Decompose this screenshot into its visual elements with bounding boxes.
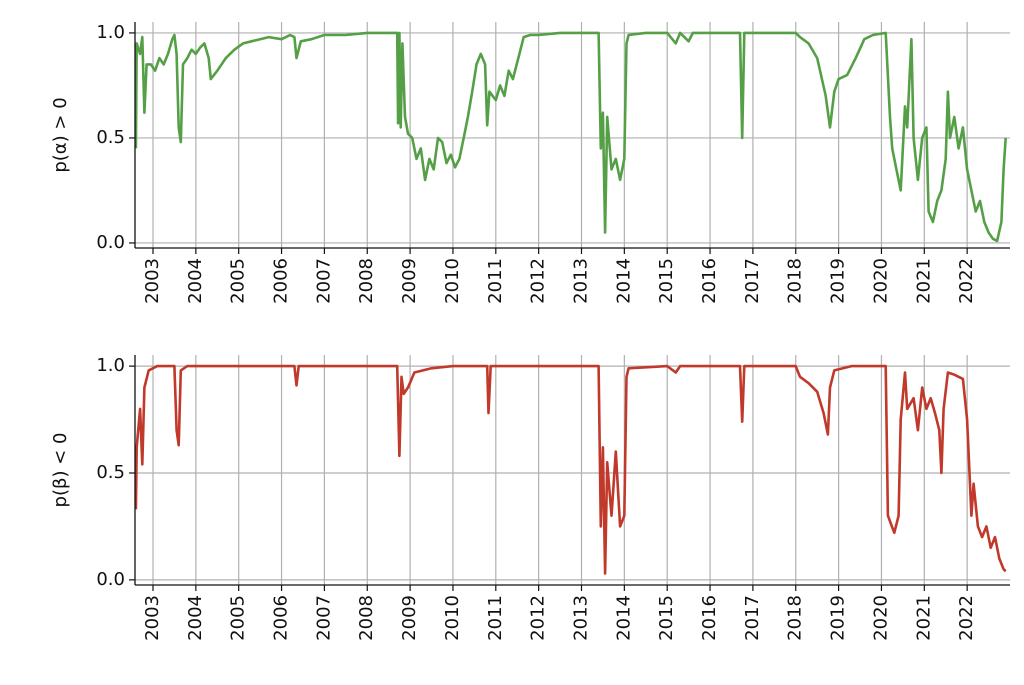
x-tick-label: 2020 <box>870 258 891 304</box>
data-line <box>134 31 1007 243</box>
y-tick-label: 0.0 <box>96 232 125 253</box>
x-tick-label: 2016 <box>699 258 720 304</box>
x-tick-label: 2008 <box>356 595 377 641</box>
x-tick-label: 2017 <box>742 258 763 304</box>
x-tick-label: 2015 <box>656 595 677 641</box>
x-tick-label: 2010 <box>442 258 463 304</box>
x-tick-label: 2004 <box>185 595 206 641</box>
x-tick-label: 2007 <box>313 258 334 304</box>
y-axis-label: p(β) < 0 <box>50 433 71 508</box>
x-tick-label: 2004 <box>185 258 206 304</box>
x-tick-label: 2015 <box>656 258 677 304</box>
x-tick-label: 2009 <box>399 258 420 304</box>
x-tick-label: 2003 <box>142 258 163 304</box>
x-tick-label: 2022 <box>956 258 977 304</box>
x-tick-label: 2020 <box>870 595 891 641</box>
x-tick-label: 2006 <box>271 595 292 641</box>
x-tick-label: 2009 <box>399 595 420 641</box>
y-tick-label: 1.0 <box>96 22 125 43</box>
x-tick-label: 2011 <box>485 595 506 641</box>
y-axis-label: p(α) > 0 <box>50 97 71 172</box>
x-tick-label: 2006 <box>271 258 292 304</box>
x-tick-label: 2010 <box>442 595 463 641</box>
x-tick-label: 2008 <box>356 258 377 304</box>
x-tick-label: 2021 <box>913 258 934 304</box>
y-tick-label: 0.5 <box>96 127 125 148</box>
data-line <box>134 364 1007 575</box>
x-tick-label: 2014 <box>613 258 634 304</box>
x-tick-label: 2018 <box>785 258 806 304</box>
x-tick-label: 2013 <box>570 258 591 304</box>
x-tick-label: 2005 <box>228 595 249 641</box>
x-tick-label: 2011 <box>485 258 506 304</box>
x-tick-label: 2013 <box>570 595 591 641</box>
y-tick-label: 1.0 <box>96 355 125 376</box>
x-tick-label: 2012 <box>528 258 549 304</box>
x-tick-label: 2018 <box>785 595 806 641</box>
x-tick-label: 2021 <box>913 595 934 641</box>
x-tick-label: 2005 <box>228 258 249 304</box>
x-tick-label: 2019 <box>828 258 849 304</box>
x-tick-label: 2022 <box>956 595 977 641</box>
y-tick-label: 0.0 <box>96 569 125 590</box>
y-tick-label: 0.5 <box>96 462 125 483</box>
x-tick-label: 2012 <box>528 595 549 641</box>
x-tick-label: 2007 <box>313 595 334 641</box>
x-tick-label: 2019 <box>828 595 849 641</box>
x-tick-label: 2014 <box>613 595 634 641</box>
x-tick-label: 2017 <box>742 595 763 641</box>
x-tick-label: 2016 <box>699 595 720 641</box>
x-tick-label: 2003 <box>142 595 163 641</box>
